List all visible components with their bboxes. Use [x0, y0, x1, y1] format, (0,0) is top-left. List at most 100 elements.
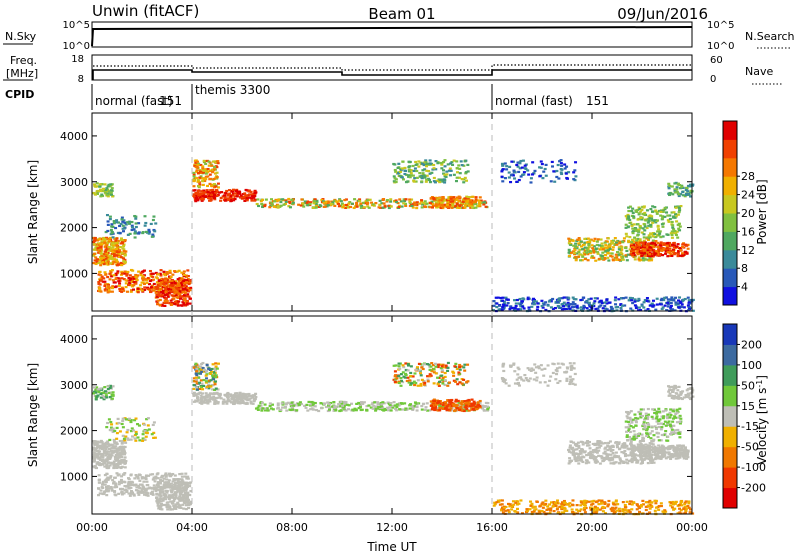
- radar-cell: [677, 227, 681, 230]
- radar-cell: [559, 162, 563, 165]
- radar-cell: [193, 189, 197, 192]
- radar-cell: [357, 402, 361, 405]
- radar-cell: [574, 175, 578, 178]
- radar-cell: [97, 446, 101, 449]
- radar-cell: [198, 401, 202, 404]
- radar-cell: [98, 444, 102, 447]
- radar-cell: [651, 252, 655, 255]
- radar-cell: [276, 204, 280, 207]
- radar-cell: [280, 402, 284, 405]
- radar-cell: [289, 405, 293, 408]
- radar-cell: [418, 171, 422, 175]
- radar-cell: [200, 198, 204, 201]
- radar-cell: [389, 401, 393, 405]
- radar-cell: [216, 186, 220, 189]
- radar-cell: [136, 289, 140, 292]
- radar-cell: [454, 179, 458, 183]
- radar-cell: [344, 203, 348, 207]
- radar-cell: [165, 301, 169, 304]
- radar-cell: [182, 279, 186, 283]
- radar-cell: [443, 159, 447, 162]
- radar-cell: [101, 280, 105, 283]
- radar-cell: [123, 258, 127, 262]
- radar-cell: [339, 400, 343, 404]
- radar-cell: [209, 177, 213, 181]
- radar-cell: [194, 362, 198, 365]
- radar-cell: [148, 269, 152, 273]
- radar-cell: [247, 398, 251, 401]
- radar-cell: [676, 254, 680, 258]
- radar-cell: [572, 298, 576, 301]
- radar-cell: [251, 396, 255, 399]
- radar-cell: [597, 257, 601, 261]
- radar-cell: [257, 204, 261, 208]
- radar-cell: [660, 307, 664, 311]
- radar-cell: [579, 298, 583, 302]
- radar-cell: [626, 213, 630, 217]
- radar-cell: [105, 487, 109, 490]
- radar-cell: [648, 246, 652, 249]
- radar-cell: [659, 241, 663, 244]
- radar-cell: [505, 304, 509, 307]
- radar-cell: [212, 168, 216, 171]
- radar-cell: [399, 169, 403, 172]
- radar-cell: [145, 429, 149, 432]
- radar-cell: [138, 287, 142, 290]
- radar-cell: [163, 284, 167, 288]
- radar-cell: [146, 487, 150, 490]
- radar-cell: [158, 298, 162, 302]
- radar-cell: [158, 284, 162, 287]
- radar-cell: [377, 206, 381, 209]
- radar-cell: [121, 426, 125, 429]
- radar-cell: [406, 376, 410, 379]
- radar-cell: [381, 206, 385, 209]
- radar-cell: [164, 285, 168, 288]
- radar-cell: [603, 304, 607, 308]
- radar-cell: [211, 191, 215, 194]
- radar-cell: [298, 401, 302, 404]
- radar-cell: [261, 198, 265, 201]
- radar-cell: [460, 382, 464, 385]
- radar-cell: [208, 182, 212, 186]
- radar-cell: [120, 286, 124, 289]
- radar-cell: [481, 407, 485, 410]
- radar-cell: [235, 195, 239, 198]
- radar-cell: [135, 486, 139, 489]
- radar-cell: [668, 252, 672, 255]
- radar-cell: [94, 448, 98, 451]
- radar-cell: [552, 170, 556, 173]
- radar-cell: [376, 402, 380, 405]
- radar-cell: [640, 208, 644, 211]
- radar-cell: [97, 258, 101, 261]
- radar-cell: [553, 180, 557, 183]
- radar-cell: [134, 417, 138, 420]
- radar-cell: [166, 503, 170, 507]
- radar-cell: [583, 257, 587, 261]
- radar-cell: [154, 271, 158, 275]
- radar-cell: [600, 244, 604, 248]
- radar-cell: [154, 476, 158, 479]
- radar-cell: [574, 161, 578, 164]
- colorbar-segment: [723, 121, 737, 140]
- radar-cell: [457, 176, 461, 179]
- radar-cell: [661, 306, 665, 309]
- radar-cell: [110, 183, 114, 186]
- radar-cell: [187, 481, 191, 485]
- radar-cell: [517, 170, 521, 174]
- radar-cell: [176, 278, 180, 281]
- radar-cell: [112, 450, 116, 453]
- radar-cell: [440, 163, 444, 166]
- radar-cell: [194, 380, 198, 383]
- radar-cell: [235, 395, 239, 399]
- radar-cell: [419, 363, 423, 366]
- radar-cell: [651, 235, 655, 238]
- radar-cell: [606, 256, 610, 259]
- radar-cell: [401, 402, 405, 405]
- radar-cell: [663, 206, 667, 210]
- radar-cell: [207, 160, 211, 163]
- radar-cell: [428, 180, 432, 184]
- radar-cell: [567, 251, 571, 254]
- radar-cell: [287, 197, 291, 201]
- radar-cell: [427, 178, 431, 182]
- radar-cell: [413, 401, 417, 404]
